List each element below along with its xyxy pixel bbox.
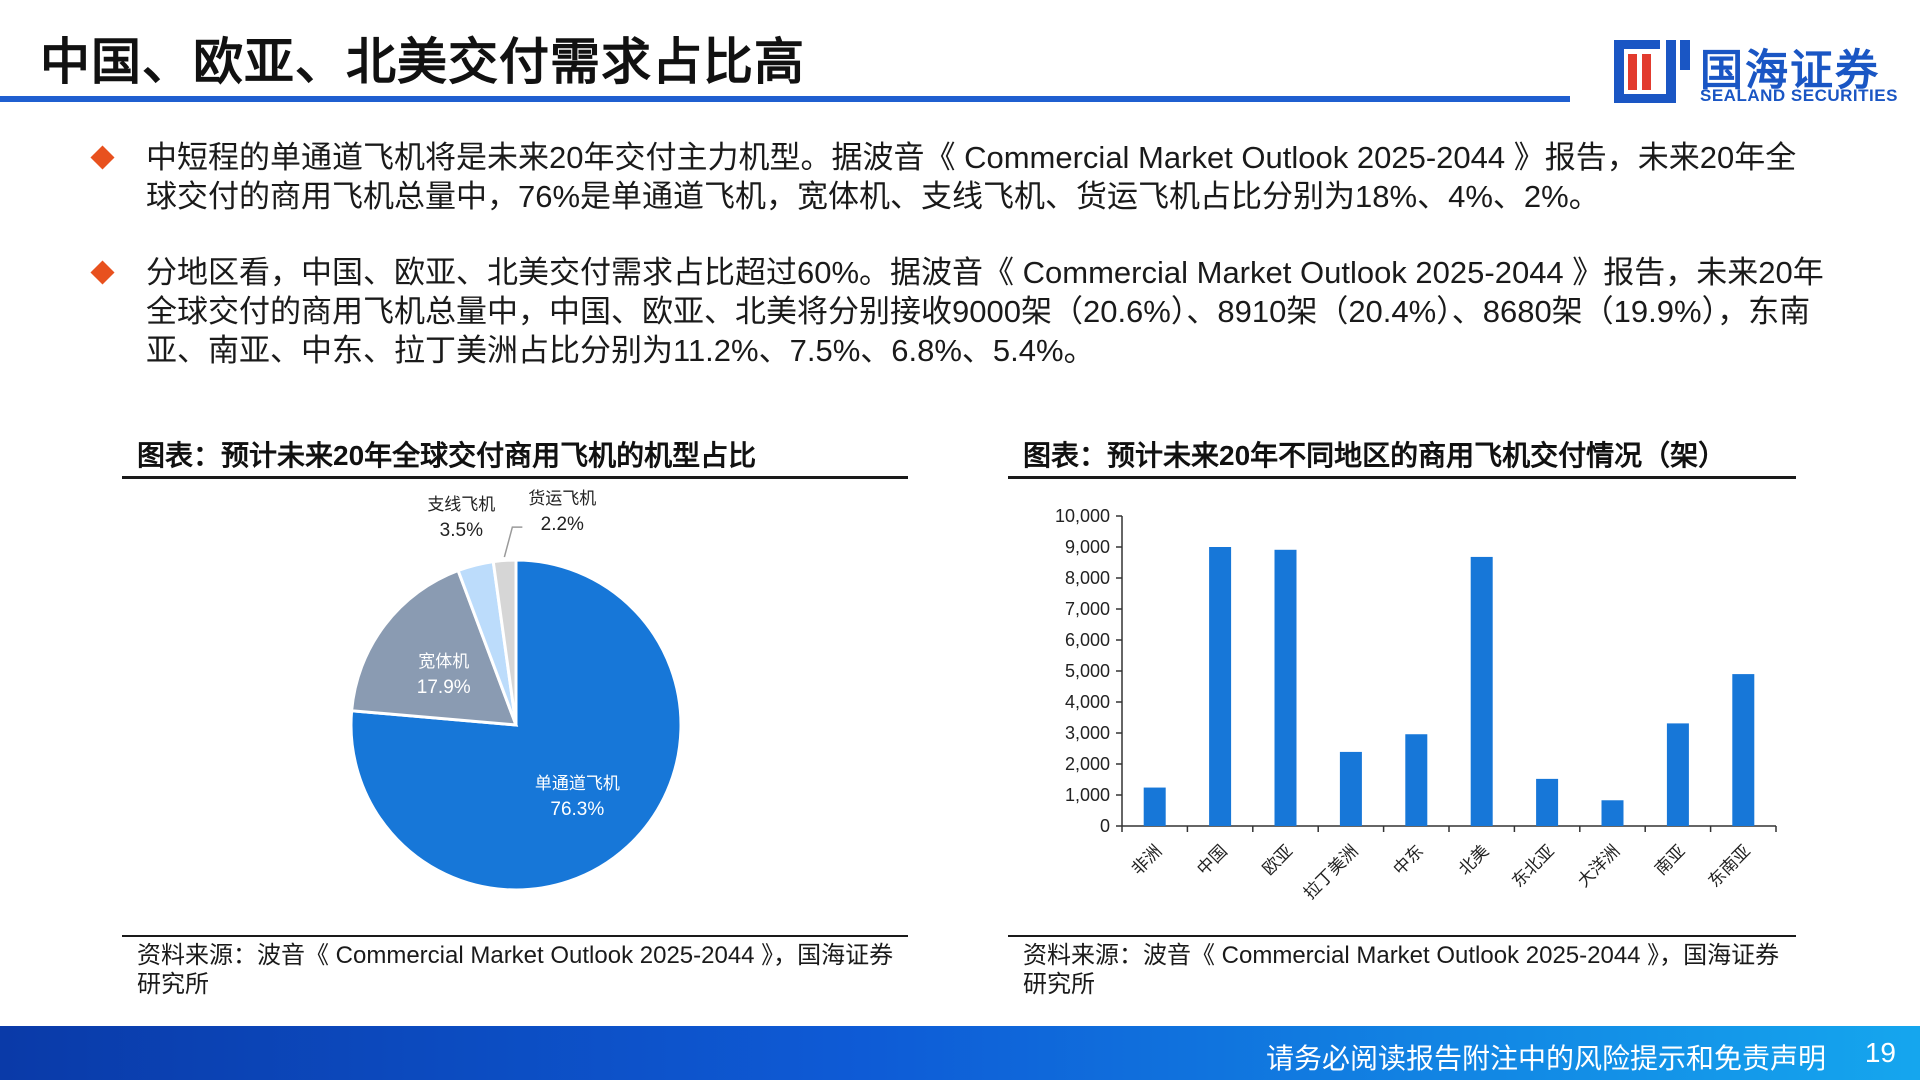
x-tick-label: 东北亚 [1508,841,1558,891]
x-tick-label: 中国 [1193,841,1231,879]
pie-leader-line [503,526,523,558]
diamond-bullet-icon [90,145,115,170]
bar-chart-top-rule [1008,476,1796,479]
bar-6 [1470,556,1493,826]
bar-5 [1405,734,1428,826]
bar-chart-source: 资料来源：波音《 Commercial Market Outlook 2025-… [1023,942,1780,998]
company-logo: 国海证券 SEALAND SECURITIES [1612,34,1897,108]
x-tick-label: 中东 [1390,841,1428,879]
bar-8 [1601,800,1624,826]
x-tick-label: 北美 [1455,841,1493,879]
bullet-point-1: 中短程的单通道飞机将是未来20年交付主力机型。据波音《 Commercial M… [90,138,1824,216]
y-tick-label: 8,000 [1065,568,1110,588]
sealand-logo-icon [1614,40,1690,103]
pie-chart-top-rule [122,476,908,479]
pie-label-3: 支线飞机 3.5% [427,493,495,543]
bar-7 [1536,778,1559,826]
x-tick-label: 东南亚 [1705,841,1755,891]
pie-slice-percent: 76.3% [550,798,605,820]
bar-10 [1732,674,1755,826]
pie-slice-name: 货运飞机 [528,489,597,510]
bar-1 [1143,787,1166,826]
pie-slice-4 [491,558,518,726]
bar-chart-title: 图表：预计未来20年不同地区的商用飞机交付情况（架） [1023,440,1727,471]
pie-label-1: 单通道飞机 76.3% [535,772,620,822]
x-tick-label: 欧亚 [1259,841,1297,879]
logo-chinese-name: 国海证券 [1700,47,1880,95]
x-tick-label: 南亚 [1651,841,1689,879]
pie-slice-name: 宽体机 [418,652,470,673]
logo-english-name: SEALAND SECURITIES [1700,86,1898,105]
page-number: 19 [1864,1037,1896,1068]
pie-label-2: 宽体机 17.9% [417,650,471,700]
bar-chart-bottom-rule [1008,935,1796,937]
y-tick-label: 1,000 [1065,785,1110,805]
pie-chart-bottom-rule [122,935,908,937]
pie-chart-title: 图表：预计未来20年全球交付商用飞机的机型占比 [137,440,757,471]
bullet-text-2: 分地区看，中国、欧亚、北美交付需求占比超过60%。据波音《 Commercial… [146,255,1824,368]
bar-3 [1274,549,1297,826]
bar-chart: 0 1,000 2,000 3,000 4,000 5,000 6,000 7,000 8,00… [1055,506,1777,904]
y-tick-label: 6,000 [1065,630,1110,650]
x-tick-label: 大洋洲 [1574,841,1624,891]
pie-slice-percent: 17.9% [416,677,471,699]
bullet-point-2: 分地区看，中国、欧亚、北美交付需求占比超过60%。据波音《 Commercial… [90,253,1824,370]
pie-slice-percent: 2.2% [540,514,584,536]
pie-chart [349,526,683,892]
x-tick-label: 非洲 [1128,841,1166,879]
page-title: 中国、欧亚、北美交付需求占比高 [40,34,805,90]
pie-slice-2 [349,568,519,727]
title-underline [0,96,1570,102]
bar-9 [1666,723,1689,826]
bar-4 [1339,751,1362,826]
pie-chart-source: 资料来源：波音《 Commercial Market Outlook 2025-… [137,942,894,998]
y-tick-label: 4,000 [1065,692,1110,712]
x-tick-label: 拉丁美洲 [1300,841,1362,903]
y-tick-label: 7,000 [1065,599,1110,619]
diamond-bullet-icon [90,260,115,285]
pie-label-4: 货运飞机 2.2% [528,487,596,537]
pie-slice-percent: 3.5% [439,520,483,542]
y-tick-label: 2,000 [1065,754,1110,774]
y-tick-label: 10,000 [1055,506,1110,526]
y-tick-label: 9,000 [1065,537,1110,557]
pie-slice-name: 支线飞机 [427,495,496,516]
bullet-text-1: 中短程的单通道飞机将是未来20年交付主力机型。据波音《 Commercial M… [146,140,1797,214]
footer-disclaimer: 请务必阅读报告附注中的风险提示和免责声明 [1265,1043,1826,1074]
y-tick-label: 5,000 [1065,661,1110,681]
pie-slice-name: 单通道飞机 [534,773,620,794]
footer-bar: 请务必阅读报告附注中的风险提示和免责声明 19 [0,1026,1920,1080]
bar-2 [1209,547,1232,826]
y-tick-label: 3,000 [1065,723,1110,743]
y-tick-label: 0 [1100,816,1110,836]
